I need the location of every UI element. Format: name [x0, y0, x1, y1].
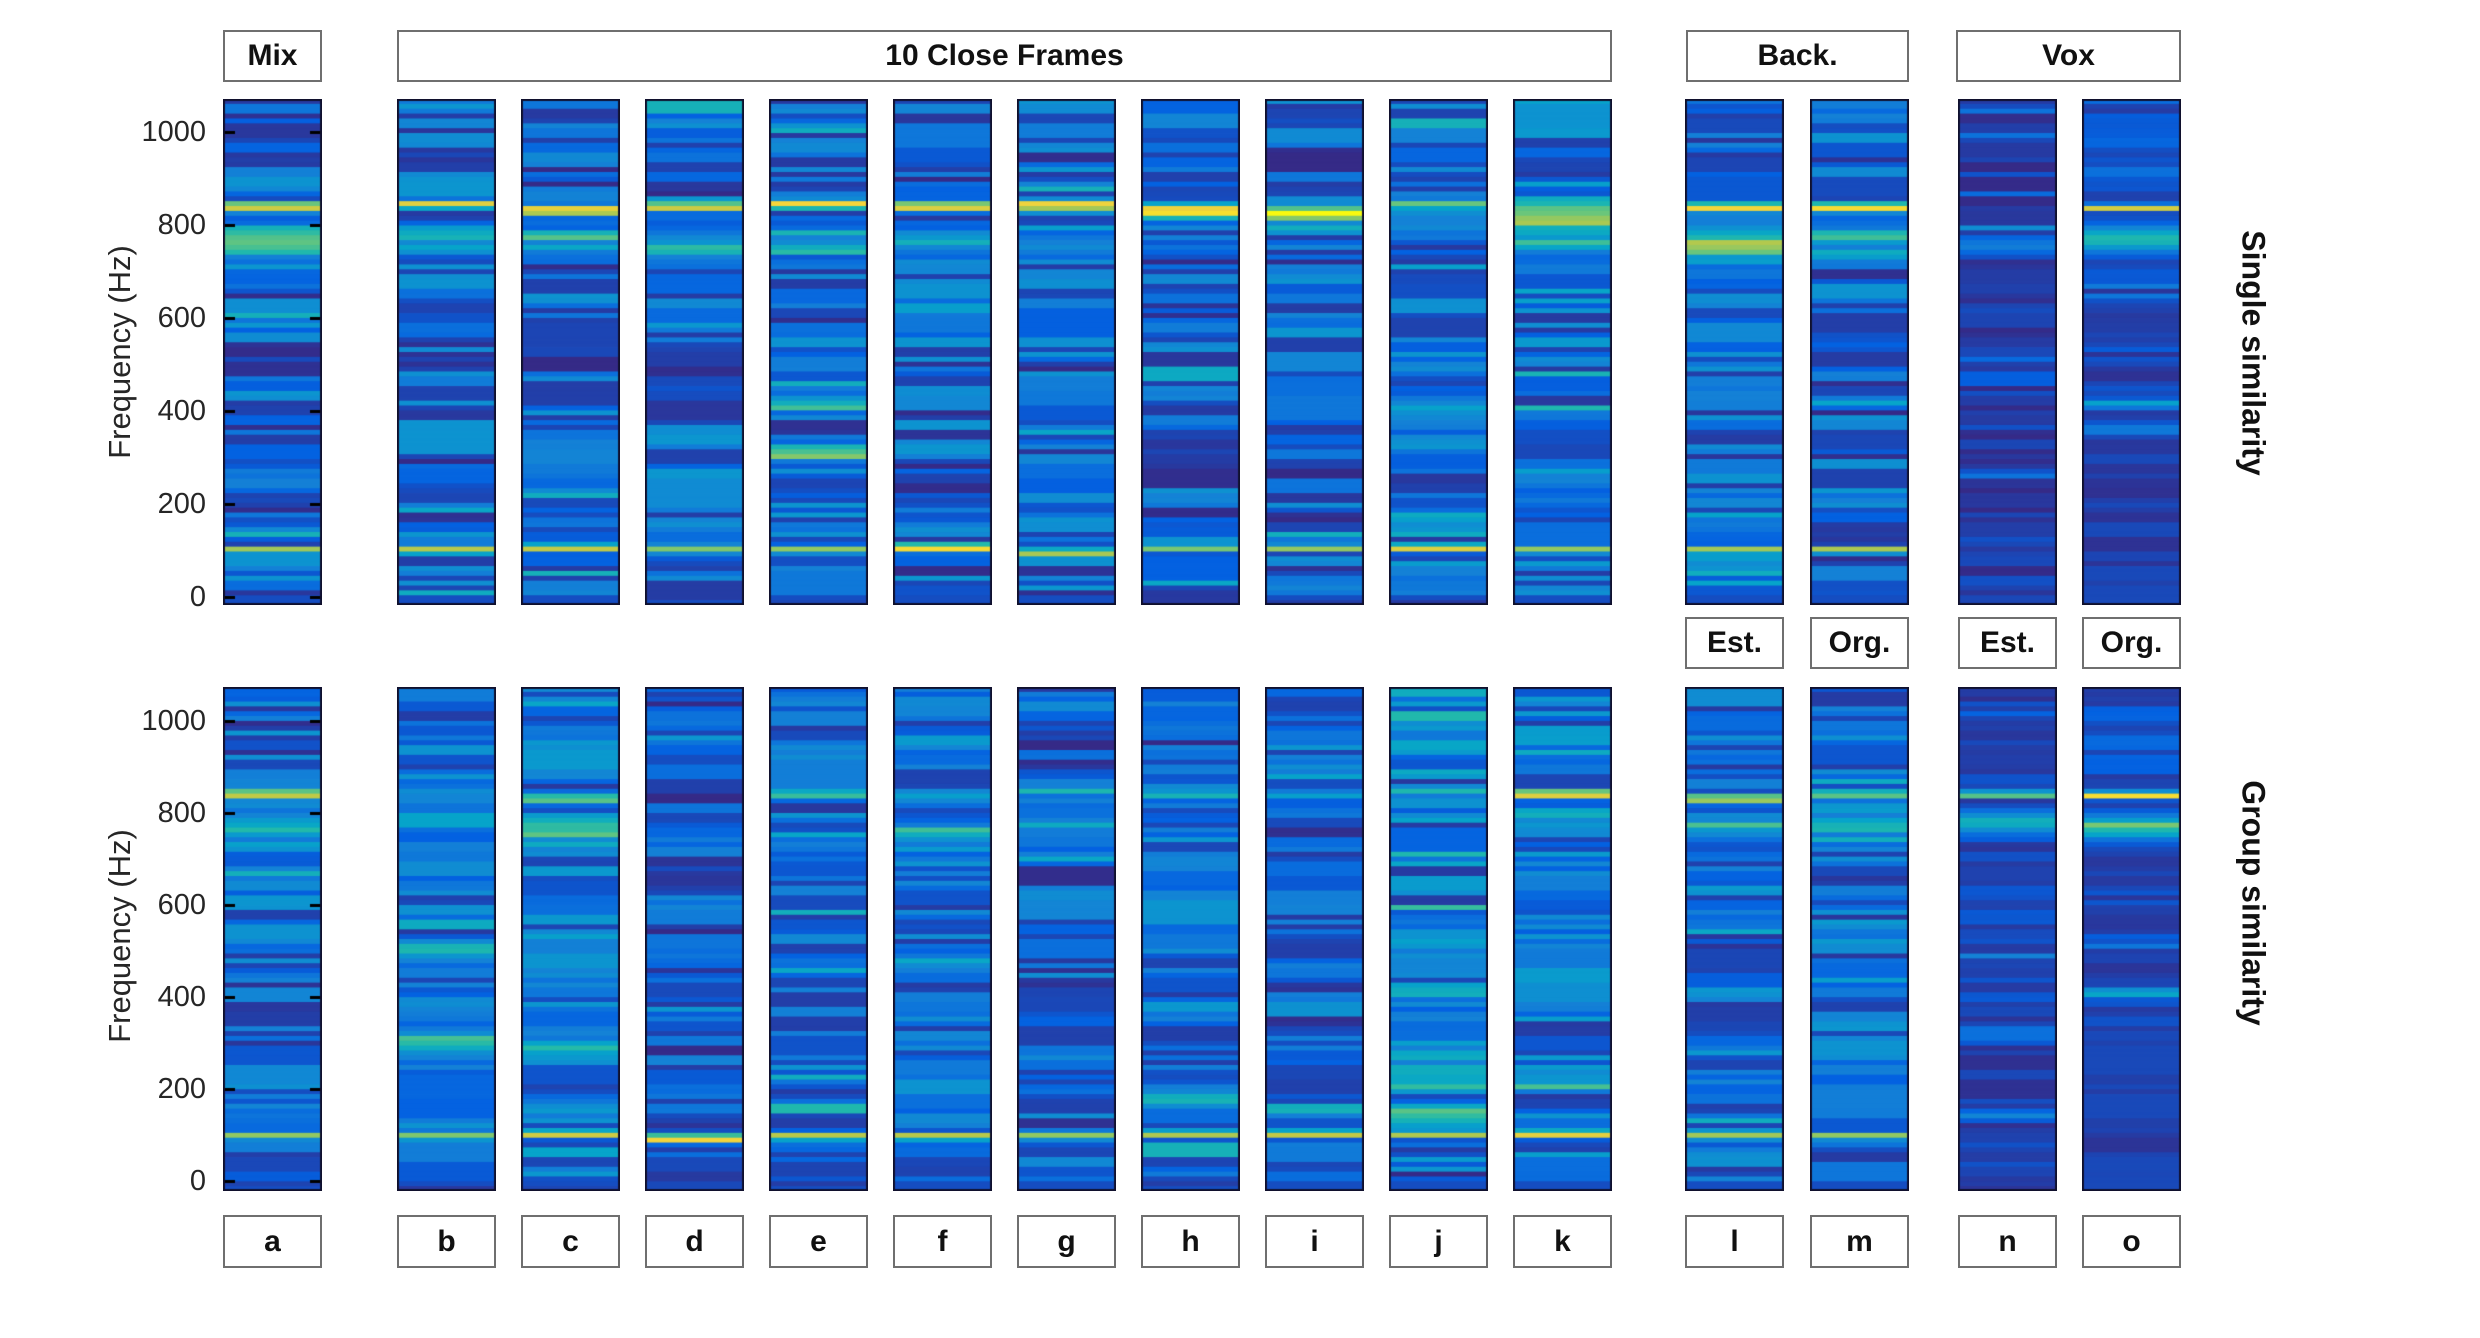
header-box-10-close-frames: 10 Close Frames [397, 30, 1612, 82]
header-box-back-: Back. [1686, 30, 1909, 82]
strip-d-single [645, 99, 744, 605]
strip-m-group [1810, 687, 1909, 1191]
strip-j-single [1389, 99, 1488, 605]
strip-d-group [645, 687, 744, 1191]
letter-box-d: d [645, 1215, 744, 1268]
mid-box-m-org: Org. [1810, 617, 1909, 669]
letter-box-c: c [521, 1215, 620, 1268]
strip-b-group [397, 687, 496, 1191]
mid-box-l-est: Est. [1685, 617, 1784, 669]
y-tick-label-single-800: 800 [157, 209, 206, 241]
header-box-vox: Vox [1956, 30, 2181, 82]
strip-c-group [521, 687, 620, 1191]
y-tick-label-single-0: 0 [189, 581, 206, 613]
letter-box-f: f [893, 1215, 992, 1268]
strip-c-single [521, 99, 620, 605]
strip-o-single [2082, 99, 2181, 605]
strip-a-single [223, 99, 322, 605]
y-tick-label-single-200: 200 [157, 488, 206, 520]
strip-a-group [223, 687, 322, 1191]
strip-l-single [1685, 99, 1784, 605]
strip-k-single [1513, 99, 1612, 605]
letter-box-i: i [1265, 1215, 1364, 1268]
strip-e-single [769, 99, 868, 605]
strip-f-single [893, 99, 992, 605]
letter-box-o: o [2082, 1215, 2181, 1268]
strip-g-single [1017, 99, 1116, 605]
y-tick-label-group-1000: 1000 [141, 705, 206, 737]
strip-n-group [1958, 687, 2057, 1191]
y-tick-label-group-600: 600 [157, 889, 206, 921]
strip-o-group [2082, 687, 2181, 1191]
strip-i-single [1265, 99, 1364, 605]
letter-box-h: h [1141, 1215, 1240, 1268]
y-tick-label-single-400: 400 [157, 395, 206, 427]
y-tick-label-single-1000: 1000 [141, 116, 206, 148]
header-box-mix: Mix [223, 30, 322, 82]
strip-n-single [1958, 99, 2057, 605]
letter-box-g: g [1017, 1215, 1116, 1268]
strip-l-group [1685, 687, 1784, 1191]
strip-e-group [769, 687, 868, 1191]
strip-j-group [1389, 687, 1488, 1191]
y-axis-title-top: Frequency (Hz) [102, 245, 137, 459]
letter-box-m: m [1810, 1215, 1909, 1268]
letter-box-b: b [397, 1215, 496, 1268]
row-label-single-similarity: Single similarity [2235, 230, 2272, 476]
strip-f-group [893, 687, 992, 1191]
y-tick-label-group-400: 400 [157, 981, 206, 1013]
strip-b-single [397, 99, 496, 605]
y-tick-label-group-0: 0 [189, 1165, 206, 1197]
y-tick-label-single-600: 600 [157, 302, 206, 334]
letter-box-k: k [1513, 1215, 1612, 1268]
letter-box-n: n [1958, 1215, 2057, 1268]
y-tick-label-group-200: 200 [157, 1073, 206, 1105]
strip-k-group [1513, 687, 1612, 1191]
row-label-group-similarity: Group similarity [2235, 780, 2272, 1026]
letter-box-a: a [223, 1215, 322, 1268]
y-tick-label-group-800: 800 [157, 797, 206, 829]
strip-h-single [1141, 99, 1240, 605]
mid-box-o-org: Org. [2082, 617, 2181, 669]
letter-box-e: e [769, 1215, 868, 1268]
strip-g-group [1017, 687, 1116, 1191]
strip-i-group [1265, 687, 1364, 1191]
letter-box-j: j [1389, 1215, 1488, 1268]
mid-box-n-est: Est. [1958, 617, 2057, 669]
strip-h-group [1141, 687, 1240, 1191]
strip-m-single [1810, 99, 1909, 605]
letter-box-l: l [1685, 1215, 1784, 1268]
